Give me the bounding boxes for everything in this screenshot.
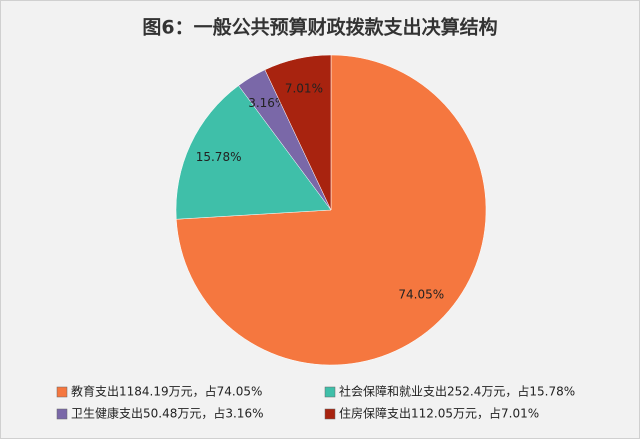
value-label: 7.01% (285, 81, 323, 95)
value-label: 3.16% (248, 96, 286, 110)
legend-label: 教育支出1184.19万元，占74.05% (71, 384, 262, 399)
legend-swatch (324, 408, 336, 420)
legend-swatch (56, 386, 68, 398)
legend-swatch (56, 408, 68, 420)
legend-label: 社会保障和就业支出252.4万元，占15.78% (339, 384, 575, 399)
pie-slice (264, 54, 332, 211)
pie-slice (175, 85, 332, 220)
value-label: 74.05% (398, 288, 444, 302)
legend-label: 卫生健康支出50.48万元，占3.16% (71, 406, 263, 421)
legend-swatch (324, 386, 336, 398)
legend-label: 住房保障支出112.05万元，占7.01% (339, 406, 539, 421)
chart-title: 图6：一般公共预算财政拨款支出决算结构 (142, 16, 497, 39)
value-label: 15.78% (196, 150, 242, 164)
